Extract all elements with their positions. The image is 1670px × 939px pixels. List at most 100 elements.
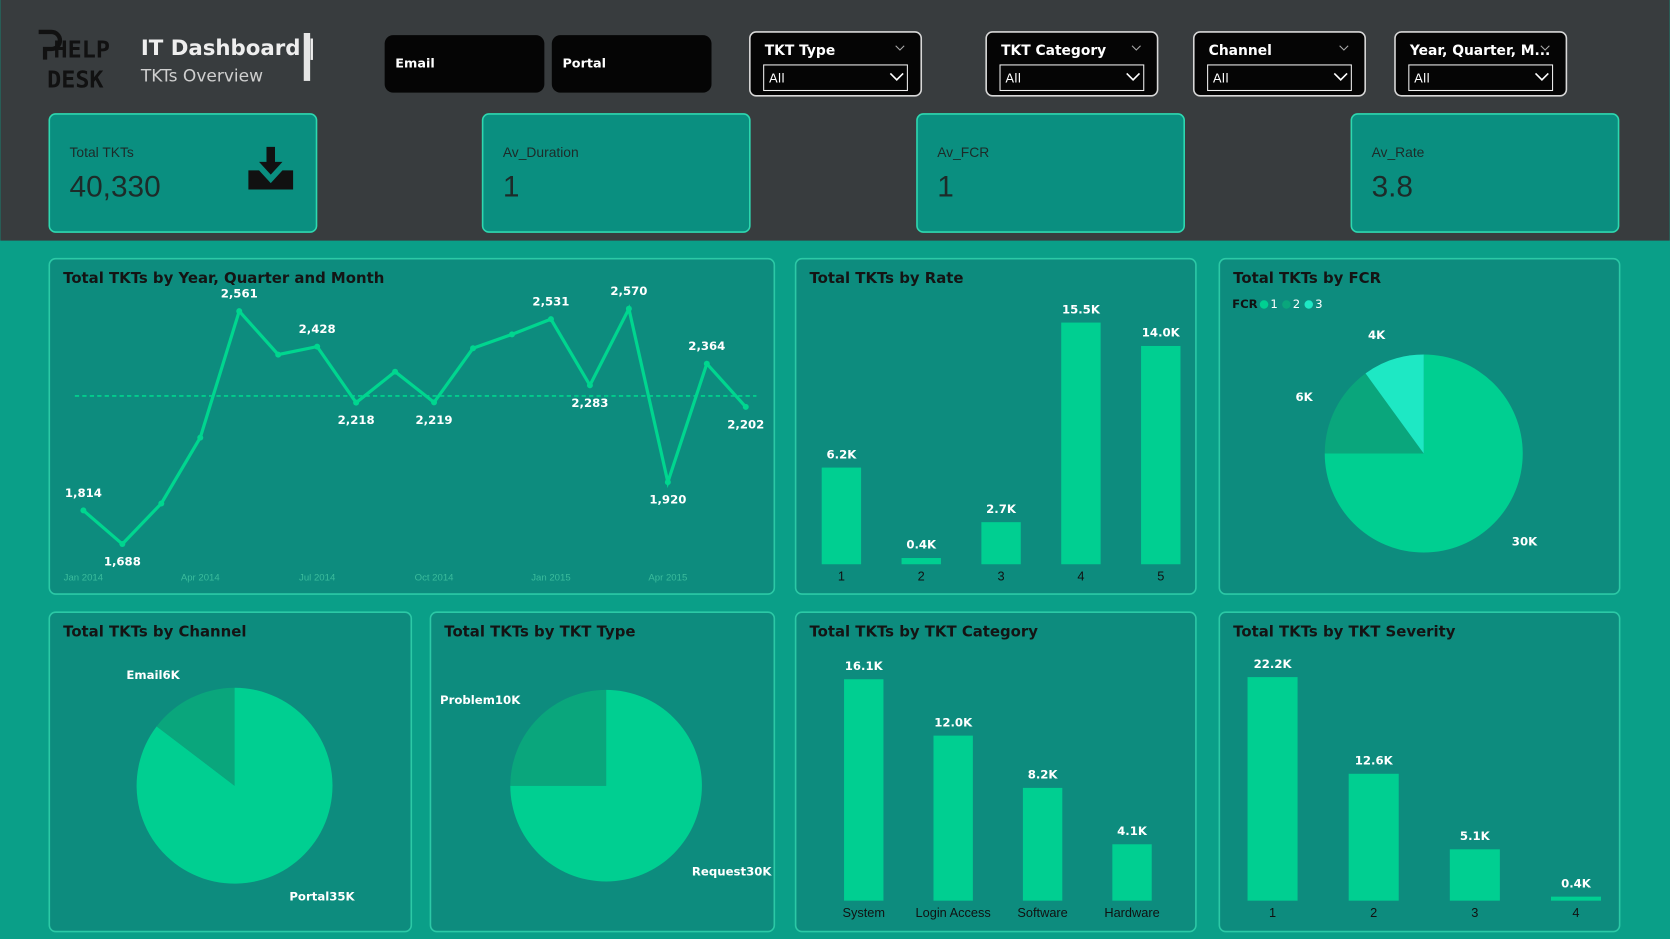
data-point xyxy=(119,541,126,548)
collapse-chevron xyxy=(895,45,905,51)
bar xyxy=(1247,677,1298,901)
logo-text: DESK xyxy=(47,65,103,93)
bar xyxy=(981,522,1021,565)
label-value: 35K xyxy=(329,889,355,903)
chart-panel: Total TKTs by TKT Type Request30K Problem1… xyxy=(429,611,776,933)
kpi-value: 1 xyxy=(503,170,520,203)
data-label: 1,814 xyxy=(65,486,102,500)
x-tick-label: 1 xyxy=(838,568,845,583)
label-category: Problem xyxy=(440,692,495,706)
data-point xyxy=(353,399,360,406)
bar xyxy=(844,679,884,901)
dropdown-slicer[interactable]: Channel All xyxy=(1192,31,1366,97)
dropdown-chevron xyxy=(889,72,904,81)
data-label: 12.6K xyxy=(1355,754,1394,768)
x-tick-label: Jul 2014 xyxy=(299,573,336,584)
logo-icon xyxy=(38,29,63,60)
arrow xyxy=(259,146,283,175)
chart-title: Total TKTs by Rate xyxy=(809,269,963,287)
dropdown-value: All xyxy=(1213,71,1229,86)
line-series xyxy=(82,304,747,547)
kpi-label: Total TKTs xyxy=(70,144,134,160)
chart-title: Total TKTs by TKT Severity xyxy=(1233,622,1456,640)
chart-panel: Total TKTs by TKT Category 16.1K System 12.… xyxy=(794,611,1197,933)
data-point xyxy=(547,316,554,323)
x-tick-label: System xyxy=(842,905,885,920)
dashboard-subtitle: TKTs Overview xyxy=(140,67,263,87)
data-point xyxy=(742,403,749,410)
kpi-card xyxy=(48,113,318,233)
bar xyxy=(1022,787,1063,901)
x-tick-label: 3 xyxy=(998,568,1005,583)
pie-slice xyxy=(136,687,333,884)
legend: FCR 1 2 3 xyxy=(1232,297,1322,311)
logo: HELP DESK xyxy=(38,29,110,93)
button-label: Portal xyxy=(562,56,606,71)
dropdown-chevron xyxy=(1126,72,1141,81)
dropdown-chevron xyxy=(1534,72,1549,81)
data-point xyxy=(431,399,438,406)
dropdown-slicer[interactable]: TKT Category All xyxy=(985,31,1159,97)
dropdown-value: All xyxy=(1005,71,1021,86)
kpi-value: 3.8 xyxy=(1372,170,1413,203)
label-category: Email xyxy=(126,668,162,682)
x-tick-label: Hardware xyxy=(1104,905,1159,920)
x-tick-label: 2 xyxy=(1370,905,1377,920)
data-label: 2,202 xyxy=(727,418,764,432)
dropdown-slicer[interactable]: TKT Type All xyxy=(749,31,923,97)
panel-bg xyxy=(794,611,1197,933)
legend-swatch xyxy=(1304,300,1314,309)
data-label: 2,531 xyxy=(532,295,569,309)
pie-slice xyxy=(1324,373,1424,454)
data-label: 14.0K xyxy=(1142,326,1181,340)
bar xyxy=(1348,773,1399,901)
data-point xyxy=(586,382,593,389)
slicer-button[interactable]: Portal xyxy=(551,35,712,93)
x-tick-label: Login Access xyxy=(916,905,991,920)
legend-label: 1 xyxy=(1270,297,1277,311)
data-point xyxy=(236,308,243,315)
slicer-button[interactable]: Email xyxy=(384,35,545,93)
x-tick-label: Software xyxy=(1017,905,1067,920)
label-value: 4K xyxy=(1368,328,1386,342)
dropdown-label: Channel xyxy=(1209,43,1272,59)
chart-panel: Total TKTs by Year, Quarter and Month 1,8… xyxy=(48,257,776,595)
chart-panel: Total TKTs by TKT Severity 22.2K 1 12.6K 2 5.… xyxy=(1218,611,1621,933)
chart-panel: Total TKTs by Channel Portal35K Email6K xyxy=(48,611,413,933)
button-bg xyxy=(384,35,545,93)
bar xyxy=(1449,849,1500,901)
kpi-label: Av_Rate xyxy=(1372,144,1425,160)
data-point xyxy=(664,479,671,486)
dropdown-box xyxy=(1408,64,1554,92)
tray xyxy=(248,170,294,190)
data-point xyxy=(625,305,632,312)
kpi-label: Av_FCR xyxy=(937,144,989,160)
chart-title: Total TKTs by FCR xyxy=(1233,269,1381,287)
title-bar xyxy=(303,33,311,81)
data-label: 2,364 xyxy=(688,339,725,353)
legend-swatch xyxy=(1282,300,1291,309)
data-label: 2,219 xyxy=(416,413,453,427)
label-value: 6K xyxy=(163,668,181,682)
x-tick-label: 4 xyxy=(1077,568,1084,583)
x-tick-label: 2 xyxy=(918,568,925,583)
dropdown-slicer[interactable]: Year, Quarter, M... All xyxy=(1394,31,1568,97)
data-label: 1,920 xyxy=(649,493,686,507)
dropdown-box xyxy=(999,64,1145,92)
collapse-chevron xyxy=(1131,45,1141,51)
kpi-card xyxy=(1350,113,1620,233)
x-tick-label: Apr 2014 xyxy=(181,573,221,584)
legend-label: 3 xyxy=(1315,297,1322,311)
dropdown-label: Year, Quarter, M... xyxy=(1409,43,1550,59)
chart-panel: Total TKTs by Rate 6.2K 1 0.4K 2 2.7K 3 15.5K 4 1… xyxy=(794,257,1197,595)
x-tick-label: 1 xyxy=(1269,905,1276,920)
pie-slice xyxy=(1324,354,1523,553)
x-tick-label: 3 xyxy=(1471,905,1478,920)
data-point xyxy=(703,360,710,367)
label-value: 30K xyxy=(746,864,772,878)
data-label: 0.4K xyxy=(906,538,937,552)
data-label: 16.1K xyxy=(845,659,884,673)
x-tick-label: Apr 2015 xyxy=(648,573,687,584)
kpi-value: 40,330 xyxy=(70,170,161,203)
dropdown-label: TKT Type xyxy=(765,43,835,59)
